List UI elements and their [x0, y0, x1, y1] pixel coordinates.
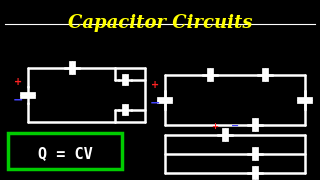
- Text: Q = CV: Q = CV: [38, 147, 92, 161]
- FancyBboxPatch shape: [8, 133, 122, 169]
- Text: −: −: [231, 121, 239, 131]
- Text: Capacitor Circuits: Capacitor Circuits: [68, 14, 252, 32]
- Text: −: −: [150, 96, 160, 109]
- Text: +: +: [14, 77, 22, 87]
- Text: −: −: [13, 93, 23, 106]
- Text: +: +: [151, 80, 159, 90]
- Text: +: +: [212, 122, 219, 131]
